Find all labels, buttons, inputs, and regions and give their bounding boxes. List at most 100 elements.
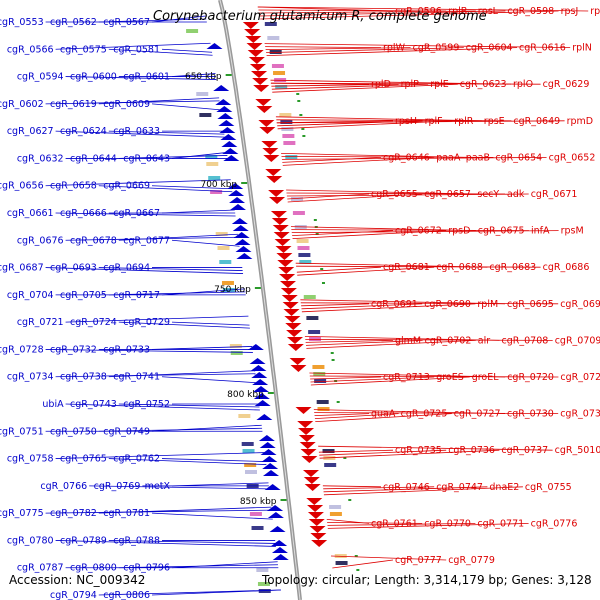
gene-label: cgR_0779: [448, 555, 495, 566]
gene-label: cgR_0649: [513, 116, 560, 127]
gene-label: cgR_0695: [507, 299, 554, 310]
label-connector: [65, 236, 239, 241]
annotation-box: [199, 113, 212, 117]
gene-label: cgR_0788: [113, 535, 160, 546]
label-connector: [55, 212, 236, 217]
plus-gene-arrow: [256, 106, 273, 113]
minus-gene-arrow: [229, 204, 246, 210]
minus-gene-arrow: [252, 386, 269, 392]
plus-gene-arrow: [286, 337, 303, 344]
label-connector: [161, 48, 213, 53]
minus-gene-arrow: [236, 253, 253, 259]
minus-gene-arrow: [217, 113, 234, 119]
plus-gene-arrow: [259, 127, 276, 134]
gene-label: cgR_0705: [60, 290, 107, 301]
label-connector: [45, 179, 231, 187]
tick-label: 750 kbp: [214, 285, 251, 295]
tick-label: 850 kbp: [240, 497, 277, 507]
gene-label: cgR_0781: [103, 508, 150, 519]
label-connector: [327, 523, 529, 529]
gene-label: rpsJ: [561, 6, 579, 17]
gene-label: cgR_0693: [50, 263, 97, 274]
annotation-box: [245, 470, 258, 474]
gene-label: cgR_0624: [60, 126, 107, 137]
plus-gene-arrow: [255, 99, 272, 106]
label-connector: [305, 338, 553, 341]
label-connector: [297, 266, 435, 276]
gene-label: cgR_0775: [0, 508, 44, 519]
annotation-box: [281, 127, 294, 131]
gene-label: cgR_0678: [70, 235, 117, 246]
gene-label: rplN: [572, 43, 592, 54]
label-connector: [309, 375, 559, 378]
plus-gene-arrow: [261, 141, 278, 148]
gene-label: cgR_0789: [60, 535, 107, 546]
gene-label: cgR_0750: [50, 426, 97, 437]
annotation-box: [283, 141, 296, 145]
plus-gene-arrow: [271, 218, 288, 225]
label-connector: [300, 302, 559, 305]
annotation-box: [280, 120, 293, 124]
label-connector: [55, 452, 265, 459]
label-connectors: [45, 6, 589, 596]
label-connector: [315, 413, 452, 422]
label-connector: [161, 209, 235, 214]
label-connector: [330, 555, 447, 561]
annotation-box: [275, 85, 288, 89]
gene-label: cgR_0609: [103, 99, 150, 110]
annotation-box: [241, 442, 254, 446]
gene-label: cgR_0567: [103, 17, 150, 28]
gene-label: cgR_0687: [0, 263, 44, 274]
gene-label: rplO: [513, 79, 533, 90]
plus-gene-arrow: [303, 470, 320, 477]
gene-label: cgR_0736: [448, 445, 495, 456]
minus-gene-arrow: [251, 372, 268, 378]
feature-dot: [296, 93, 300, 95]
plus-gene-arrow: [269, 197, 286, 204]
minus-gene-arrow: [249, 358, 266, 364]
minus-gene-arrow: [221, 141, 238, 147]
gene-label: cgR_0770: [424, 518, 471, 529]
minus-gene-arrow: [272, 554, 289, 560]
label-connector: [323, 486, 523, 496]
annotation-box: [271, 64, 284, 68]
label-connector: [171, 321, 250, 326]
label-connector: [98, 18, 207, 23]
annotation-box: [322, 449, 335, 453]
label-connector: [301, 303, 370, 307]
label-connector: [276, 119, 512, 122]
minus-gene-arrow: [215, 99, 232, 105]
gene-label: cgR_0780: [7, 535, 54, 546]
feature-dot: [354, 555, 358, 557]
label-connector: [98, 427, 263, 432]
feature-dot: [321, 282, 325, 284]
label-connector: [65, 76, 217, 80]
label-connector: [98, 185, 233, 193]
label-connector: [318, 449, 394, 453]
gene-label: cgR_0600: [70, 72, 117, 83]
annotation-box: [282, 134, 295, 138]
tick-label: 700 kbp: [200, 180, 237, 190]
plus-gene-arrow: [287, 344, 304, 351]
gene-label: cgR_0672: [395, 226, 442, 237]
gene-label: cgR_0787: [17, 563, 64, 574]
annotation-box: [313, 372, 326, 376]
gene-label: rpmD: [567, 116, 594, 127]
plus-gene-arrow: [295, 407, 312, 414]
annotation-box: [251, 526, 264, 530]
gene-label: cgR_0721: [17, 317, 64, 328]
label-connector: [108, 130, 225, 135]
gene-label: cgR_0806: [103, 590, 150, 600]
gene-label: cgR_0675: [478, 226, 525, 237]
gene-label: cgR_0749: [103, 426, 150, 437]
gene-label: cgR_0601: [123, 72, 170, 83]
annotation-box: [314, 379, 327, 383]
label-connector: [327, 523, 476, 526]
label-connector: [55, 540, 276, 547]
annotation-box: [210, 190, 223, 194]
gene-label: glmM: [395, 335, 421, 346]
plus-gene-arrow: [272, 225, 289, 232]
label-connector: [265, 46, 382, 48]
gene-label: rplR: [454, 116, 474, 127]
plus-gene-arrow: [253, 85, 270, 92]
